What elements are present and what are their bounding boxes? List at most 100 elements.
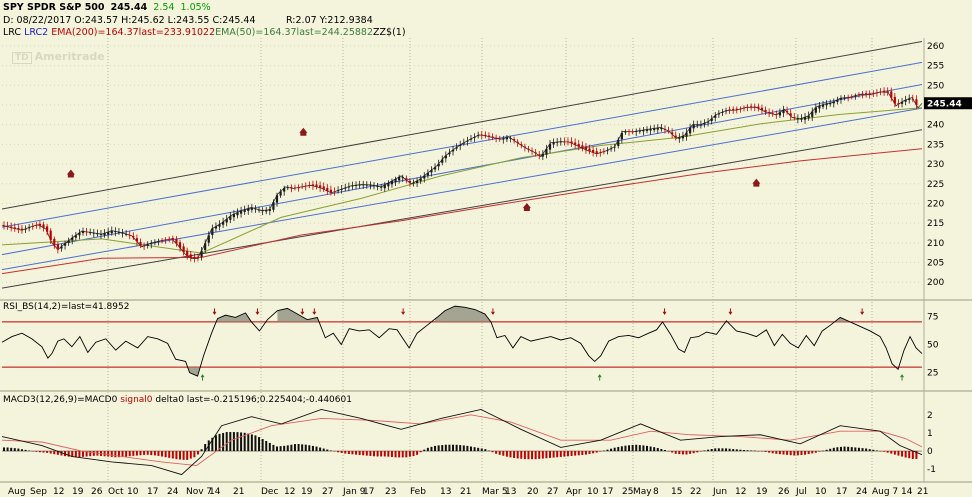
candle-body <box>175 238 178 244</box>
macd-histogram-bar <box>678 451 681 455</box>
macd-histogram-bar <box>67 451 70 457</box>
candle-body <box>742 107 746 109</box>
candle-body <box>200 250 203 257</box>
macd-histogram-bar <box>416 451 419 455</box>
candle-body <box>904 100 907 102</box>
study-zigzag[interactable]: ZZ$(1) <box>373 27 406 38</box>
candle-body <box>171 238 174 241</box>
candle-body <box>850 96 853 98</box>
macd-histogram-bar <box>243 432 246 452</box>
rsi-label[interactable]: RSI_BS(14,2)=last=41.8952 <box>3 302 130 312</box>
macd-histogram-bar <box>739 449 742 452</box>
price-axis-label: 205 <box>927 259 944 269</box>
study-lrc2[interactable]: LRC2 <box>24 27 49 38</box>
candle-body <box>319 185 322 188</box>
macd-histogram-bar <box>839 446 842 452</box>
sell-signal-icon <box>312 308 317 315</box>
candle-body <box>85 231 88 233</box>
sell-signal-icon <box>401 308 406 315</box>
candle-body <box>293 187 297 189</box>
macd-histogram-bar <box>347 451 350 454</box>
candle-body <box>196 257 200 259</box>
macd-histogram-bar <box>800 451 803 456</box>
macd-histogram-bar <box>538 451 541 459</box>
candle-body <box>689 127 692 134</box>
macd-histogram-bar <box>430 446 433 452</box>
macd-label[interactable]: MACD3(12,26,9)=MACD0 signal0 delta0 last… <box>3 395 352 405</box>
date-axis-label: 19 <box>301 487 313 497</box>
macd-histogram-bar <box>254 435 257 452</box>
candle-body <box>362 184 365 186</box>
study-legend: LRC LRC2 EMA(200)=164.37last=233.91022EM… <box>3 27 406 38</box>
arrow-up-icon <box>752 178 761 187</box>
candle-body <box>649 128 652 131</box>
date-axis-label: 19 <box>756 487 768 497</box>
candle-body <box>466 140 469 142</box>
candle-body <box>588 148 591 152</box>
macd-histogram-bar <box>49 451 52 454</box>
candle-body <box>380 186 383 188</box>
macd-histogram-bar <box>836 447 839 452</box>
candle-body <box>890 91 893 98</box>
candle-body <box>423 175 426 179</box>
candle-body <box>329 189 332 193</box>
macd-histogram-bar <box>362 451 365 456</box>
macd-histogram <box>2 432 918 460</box>
candle-body <box>818 105 821 109</box>
sell-signal-icon <box>212 308 217 315</box>
date-axis-label: Oct <box>108 487 124 497</box>
candle-body <box>229 216 232 220</box>
macd-histogram-bar <box>883 451 886 452</box>
study-lrc[interactable]: LRC <box>3 27 22 38</box>
study-ema200[interactable]: EMA(200)=164.37last=233.91022 <box>51 27 216 38</box>
macd-histogram-bar <box>390 451 393 458</box>
candle-body <box>538 154 541 156</box>
candle-body <box>602 151 605 153</box>
macd-histogram-bar <box>42 451 45 453</box>
macd-histogram-bar <box>222 432 225 452</box>
date-axis-label: 12 <box>284 487 295 497</box>
sell-signal-icon <box>662 308 667 315</box>
candle-body <box>189 254 192 259</box>
candle-body <box>782 109 785 114</box>
candle-body <box>462 142 465 144</box>
macd-histogram-bar <box>139 451 142 456</box>
study-ema50[interactable]: EMA(50)=164.37last=244.25882 <box>215 27 374 38</box>
candle-body <box>692 124 695 129</box>
macd-histogram-bar <box>549 451 552 458</box>
macd-histogram-bar <box>545 451 548 459</box>
candle-body <box>279 191 282 196</box>
macd-histogram-bar <box>861 448 864 452</box>
candle-body <box>444 155 447 159</box>
candle-body <box>358 184 361 186</box>
candle-body <box>268 208 271 212</box>
macd-histogram-bar <box>653 447 656 452</box>
macd-histogram-bar <box>10 447 13 452</box>
macd-histogram-bar <box>117 451 120 458</box>
macd-axis-label: 0 <box>927 447 933 457</box>
price-axis-label: 220 <box>927 199 944 209</box>
symbol-name[interactable]: SPY SPDR S&P 500 <box>3 2 105 13</box>
macd-histogram-bar <box>753 450 756 452</box>
candle-body <box>107 231 110 235</box>
last-price-tag-text: 245.44 <box>927 100 962 110</box>
macd-histogram-bar <box>782 451 785 455</box>
candle-body <box>714 115 717 118</box>
macd-histogram-bar <box>434 445 437 452</box>
macd-histogram-bar <box>114 451 117 458</box>
candle-body <box>523 146 526 148</box>
candle-body <box>581 145 584 149</box>
macd-histogram-bar <box>566 451 569 457</box>
macd-histogram-bar <box>563 451 566 457</box>
candle-body <box>491 136 494 138</box>
date-axis-label: Aug 7 <box>872 487 898 497</box>
candle-body <box>498 138 501 140</box>
macd-axis-label: 1 <box>927 429 933 439</box>
macd-histogram-bar <box>164 451 167 458</box>
macd-histogram-bar <box>893 451 896 455</box>
macd-histogram-bar <box>387 451 390 457</box>
macd-histogram-bar <box>656 448 659 452</box>
date-axis-label: Jan 9 <box>342 487 366 497</box>
price-axis-label: 210 <box>927 239 944 249</box>
